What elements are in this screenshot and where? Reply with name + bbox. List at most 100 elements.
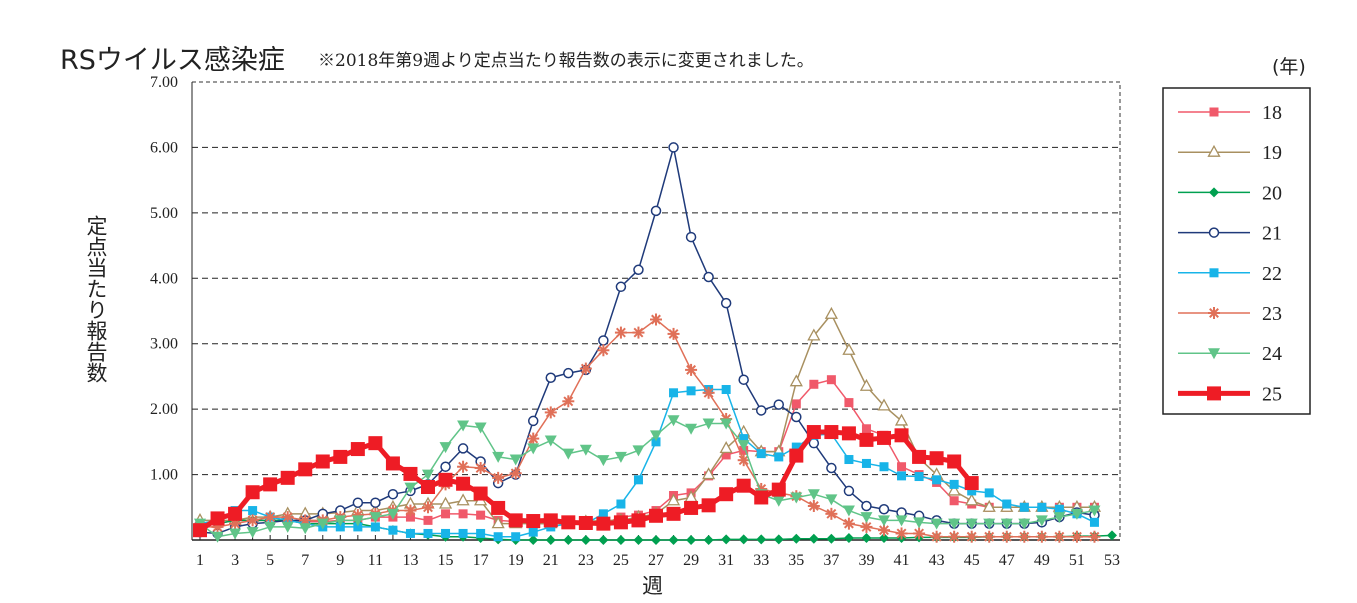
marker-square bbox=[859, 432, 874, 447]
marker-asterisk bbox=[1071, 531, 1082, 542]
marker-circle bbox=[826, 462, 837, 474]
marker-diamond bbox=[826, 533, 837, 544]
marker-triangle-down bbox=[351, 515, 364, 527]
marker-square bbox=[721, 385, 731, 395]
marker-square bbox=[649, 508, 663, 523]
series-line bbox=[199, 146, 1095, 535]
marker-square bbox=[403, 466, 418, 481]
x-tick-label: 27 bbox=[648, 552, 664, 569]
series-22 bbox=[195, 385, 1099, 542]
marker-triangle bbox=[666, 493, 681, 506]
marker-diamond bbox=[808, 533, 819, 544]
marker-square bbox=[914, 472, 924, 482]
marker-asterisk bbox=[668, 328, 679, 339]
marker-square bbox=[473, 486, 488, 501]
legend-label: 24 bbox=[1262, 343, 1282, 365]
y-tick-label: 6.00 bbox=[150, 139, 178, 156]
series-19 bbox=[193, 306, 1102, 529]
series-line bbox=[200, 318, 1095, 538]
marker-square bbox=[686, 386, 696, 396]
marker-triangle bbox=[982, 499, 996, 512]
marker-triangle-down bbox=[790, 492, 803, 504]
marker-diamond bbox=[615, 535, 626, 545]
marker-triangle-down bbox=[229, 528, 242, 540]
marker-asterisk bbox=[931, 531, 942, 542]
x-tick-label: 47 bbox=[999, 552, 1015, 569]
marker-square bbox=[879, 462, 889, 472]
series-18 bbox=[195, 375, 1099, 532]
marker-asterisk bbox=[300, 515, 311, 526]
marker-triangle bbox=[877, 398, 891, 411]
marker-square bbox=[370, 522, 380, 532]
x-tick-label: 11 bbox=[368, 552, 383, 569]
x-tick-label: 1 bbox=[196, 552, 204, 569]
legend-item-22: 22 bbox=[1178, 263, 1282, 285]
legend-item-24: 24 bbox=[1178, 343, 1282, 365]
marker-triangle-down bbox=[544, 435, 557, 447]
marker-circle bbox=[387, 488, 399, 500]
marker-asterisk bbox=[282, 512, 293, 523]
marker-square bbox=[964, 476, 979, 491]
marker-square bbox=[806, 425, 821, 440]
marker-asterisk bbox=[580, 363, 591, 374]
marker-square bbox=[388, 525, 398, 535]
marker-square bbox=[598, 509, 608, 519]
x-tick-label: 17 bbox=[473, 552, 489, 569]
marker-diamond bbox=[580, 535, 591, 545]
x-tick-label: 31 bbox=[718, 552, 734, 569]
marker-diamond bbox=[843, 533, 854, 544]
marker-diamond bbox=[703, 535, 714, 545]
marker-triangle bbox=[1207, 144, 1221, 157]
marker-square bbox=[929, 451, 944, 466]
legend-item-25: 25 bbox=[1178, 383, 1282, 405]
marker-triangle bbox=[859, 378, 874, 391]
marker-square bbox=[493, 532, 503, 542]
marker-triangle-down bbox=[211, 531, 224, 543]
marker-triangle-down bbox=[807, 489, 820, 501]
y-tick-label: 4.00 bbox=[150, 270, 178, 287]
marker-square bbox=[684, 500, 699, 515]
marker-diamond bbox=[721, 534, 732, 545]
marker-triangle bbox=[894, 413, 909, 426]
marker-asterisk bbox=[545, 407, 556, 418]
marker-asterisk bbox=[1209, 308, 1219, 318]
marker-triangle-down bbox=[685, 423, 698, 435]
marker-asterisk bbox=[563, 396, 574, 407]
marker-asterisk bbox=[493, 472, 504, 483]
marker-square bbox=[423, 515, 433, 525]
marker-asterisk bbox=[247, 515, 258, 526]
marker-diamond bbox=[1107, 530, 1117, 541]
marker-circle bbox=[791, 411, 802, 423]
marker-asterisk bbox=[1089, 531, 1100, 542]
marker-circle bbox=[563, 367, 574, 379]
marker-square bbox=[897, 471, 907, 481]
marker-triangle-down bbox=[720, 418, 733, 430]
marker-asterisk bbox=[1001, 531, 1012, 542]
marker-diamond bbox=[1209, 187, 1219, 198]
marker-asterisk bbox=[475, 463, 486, 473]
marker-triangle-down bbox=[264, 521, 277, 533]
marker-triangle-down bbox=[650, 430, 662, 442]
marker-triangle bbox=[438, 496, 453, 509]
marker-diamond bbox=[791, 533, 802, 544]
marker-asterisk bbox=[423, 502, 433, 513]
marker-asterisk bbox=[738, 455, 749, 466]
marker-triangle-down bbox=[457, 420, 470, 432]
plot-frame bbox=[191, 81, 1121, 541]
marker-square bbox=[613, 515, 628, 530]
marker-triangle-down bbox=[422, 469, 434, 481]
marker-asterisk bbox=[879, 525, 889, 536]
marker-diamond bbox=[686, 535, 697, 545]
x-tick-label: 37 bbox=[823, 552, 839, 569]
legend-item-20: 20 bbox=[1178, 182, 1282, 204]
marker-square bbox=[421, 480, 435, 495]
marker-square bbox=[949, 496, 959, 506]
marker-square bbox=[826, 375, 836, 385]
marker-square bbox=[193, 523, 207, 538]
marker-square bbox=[841, 426, 856, 441]
marker-square bbox=[844, 455, 854, 465]
marker-triangle bbox=[702, 467, 716, 480]
marker-asterisk bbox=[949, 531, 960, 542]
marker-square bbox=[263, 477, 278, 492]
marker-triangle-down bbox=[369, 512, 382, 524]
